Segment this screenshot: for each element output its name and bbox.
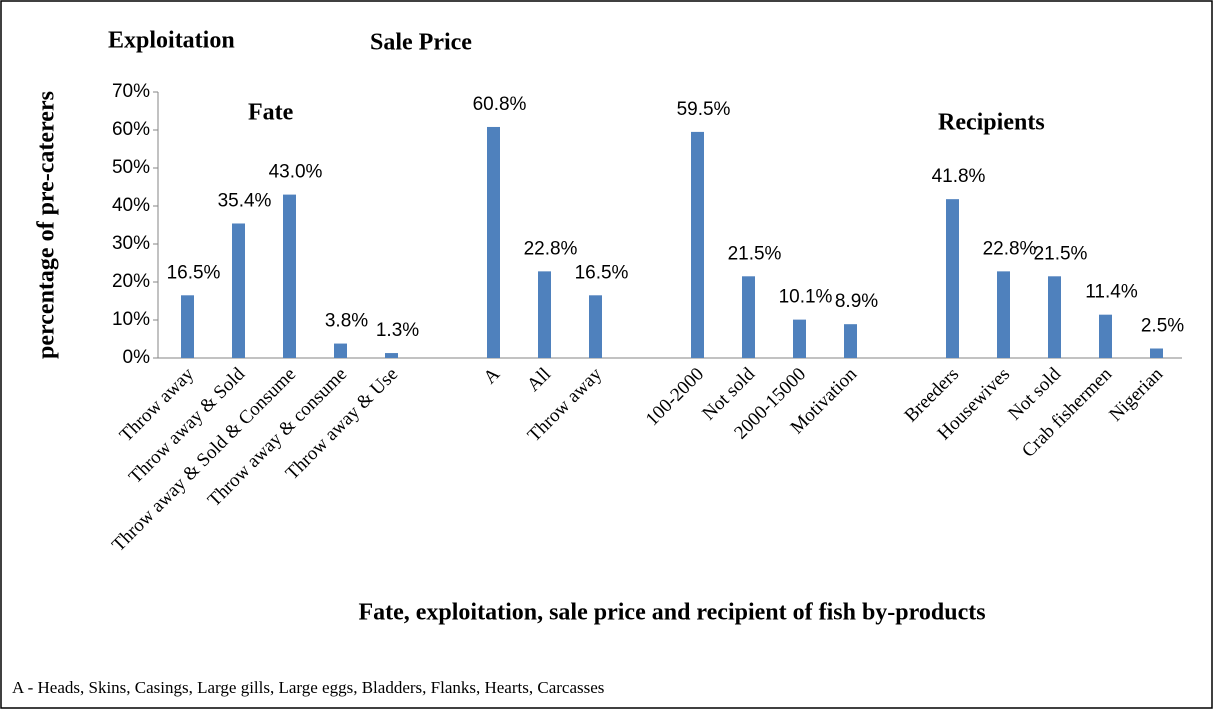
bar — [742, 276, 755, 358]
annotation: Fate — [248, 100, 294, 126]
y-tick-label: 70% — [112, 81, 150, 102]
y-tick-label: 30% — [112, 233, 150, 254]
bar — [181, 295, 194, 358]
bar — [1099, 314, 1112, 358]
y-tick-label: 40% — [112, 195, 150, 216]
y-tick-label: 10% — [112, 309, 150, 330]
bar — [844, 324, 857, 358]
annotation: Sale Price — [370, 30, 472, 56]
value-label: 21.5% — [1034, 243, 1088, 264]
value-label: 1.3% — [376, 320, 419, 341]
value-label: 8.9% — [835, 291, 878, 312]
value-label: 3.8% — [325, 311, 368, 332]
value-label: 22.8% — [524, 238, 578, 259]
bar — [385, 353, 398, 358]
value-label: 35.4% — [218, 190, 272, 211]
bar — [283, 194, 296, 358]
value-label: 16.5% — [167, 262, 221, 283]
value-label: 2.5% — [1141, 316, 1184, 337]
bar — [997, 271, 1010, 358]
y-tick-label: 50% — [112, 157, 150, 178]
x-axis-label: Fate, exploitation, sale price and recip… — [358, 600, 985, 626]
y-axis-label: percentage of pre-caterers — [34, 91, 60, 359]
value-label: 41.8% — [932, 166, 986, 187]
bar — [589, 295, 602, 358]
bar — [1048, 276, 1061, 358]
value-label: 16.5% — [575, 262, 629, 283]
y-tick-label: 0% — [123, 347, 151, 368]
bar — [487, 126, 500, 359]
value-label: 22.8% — [983, 238, 1037, 259]
bar — [691, 131, 704, 358]
value-label: 59.5% — [677, 99, 731, 120]
value-label: 60.8% — [473, 94, 527, 115]
footnote: A - Heads, Skins, Casings, Large gills, … — [12, 678, 604, 697]
bar — [232, 223, 245, 358]
bar — [538, 271, 551, 358]
bar — [946, 199, 959, 358]
value-label: 43.0% — [269, 162, 323, 183]
bar — [1150, 348, 1163, 358]
annotation: Recipients — [938, 110, 1045, 136]
y-tick-label: 20% — [112, 271, 150, 292]
value-label: 10.1% — [779, 287, 833, 308]
value-label: 21.5% — [728, 243, 782, 264]
annotation: Exploitation — [108, 28, 235, 54]
bar — [334, 343, 347, 358]
value-label: 11.4% — [1085, 282, 1138, 303]
bar — [793, 319, 806, 358]
y-tick-label: 60% — [112, 119, 150, 140]
